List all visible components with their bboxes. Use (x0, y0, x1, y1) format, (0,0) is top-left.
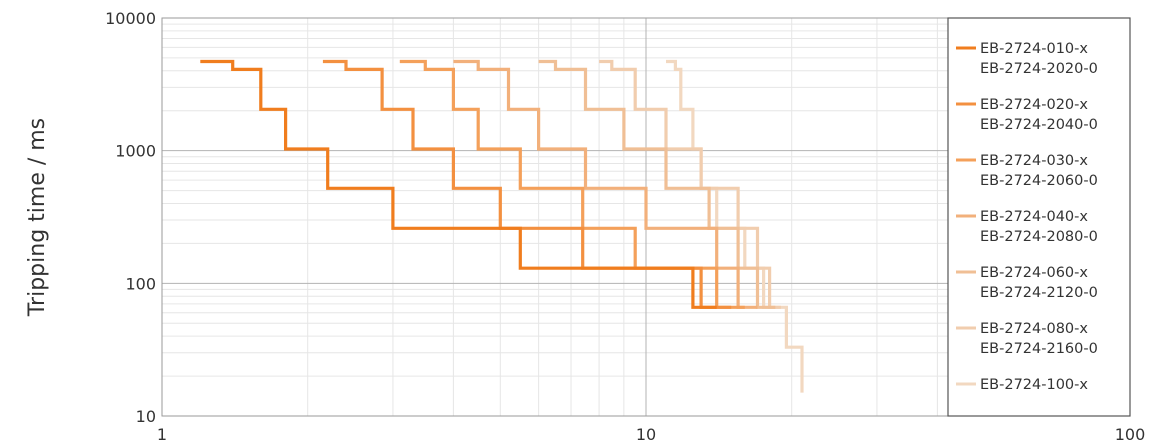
legend-label: EB-2724-2160-0 (980, 341, 1098, 357)
legend-label: EB-2724-100-x (980, 377, 1088, 393)
y-tick-label: 10000 (105, 9, 156, 28)
series-line (200, 59, 717, 309)
series-layer (200, 59, 804, 393)
legend: EB-2724-010-x EB-2724-2020-0 EB-2724-020-x… (947, 17, 1131, 417)
legend-label: EB-2724-2120-0 (980, 285, 1098, 301)
legend-box (947, 17, 1131, 417)
x-tick-label: 1 (157, 425, 167, 444)
series-line (453, 59, 758, 309)
legend-label: EB-2724-060-x (980, 265, 1088, 281)
y-tick-label: 100 (125, 274, 156, 293)
legend-label: EB-2724-2060-0 (980, 173, 1098, 189)
legend-label: EB-2724-020-x (980, 97, 1088, 113)
y-tick-label: 10 (136, 407, 156, 426)
legend-label: EB-2724-080-x (980, 321, 1088, 337)
legend-label: EB-2724-040-x (980, 209, 1088, 225)
legend-label: EB-2724-030-x (980, 153, 1088, 169)
legend-items: EB-2724-010-x EB-2724-2020-0 EB-2724-020-x… (956, 41, 1098, 393)
x-tick-label: 10 (636, 425, 656, 444)
legend-label: EB-2724-010-x (980, 41, 1088, 57)
series-line (322, 59, 732, 309)
x-tick-label: 100 (1115, 425, 1146, 444)
series-line (538, 59, 776, 309)
y-axis-title: Tripping time / ms (25, 118, 50, 317)
legend-label: EB-2724-2020-0 (980, 61, 1098, 77)
legend-label: EB-2724-2080-0 (980, 229, 1098, 245)
y-tick-label: 1000 (115, 142, 156, 161)
legend-label: EB-2724-2040-0 (980, 117, 1098, 133)
series-line (599, 59, 781, 309)
